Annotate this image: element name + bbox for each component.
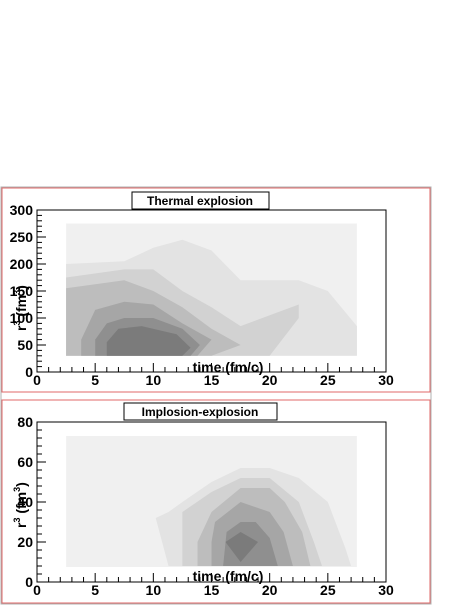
chart-title: Thermal explosion bbox=[147, 194, 253, 208]
contour-level-7 bbox=[225, 532, 258, 562]
contour-level-7 bbox=[106, 326, 191, 356]
y-tick-label: 0 bbox=[25, 364, 33, 380]
y-tick-label: 40 bbox=[17, 494, 33, 510]
figure-frame bbox=[0, 186, 432, 605]
y-tick-label: 80 bbox=[17, 414, 33, 430]
x-axis-title: time (fm/c) bbox=[193, 359, 264, 375]
svg-text:r3 (fm3): r3 (fm3) bbox=[12, 285, 29, 331]
x-tick-label: 25 bbox=[320, 582, 336, 598]
x-tick-label: 5 bbox=[91, 582, 99, 598]
svg-text:r3 (fm3): r3 (fm3) bbox=[12, 482, 29, 528]
panel-implosion-explosion: 0 5 10 15 20 25 30 0 20 40 60 80 Implosion-explosio… bbox=[1, 399, 431, 604]
x-tick-label: 30 bbox=[378, 582, 394, 598]
x-tick-label: 15 bbox=[204, 372, 220, 388]
y-tick-label: 200 bbox=[10, 256, 34, 272]
x-tick-label: 20 bbox=[262, 582, 278, 598]
y-axis-title: r3 (fm3) bbox=[12, 285, 29, 331]
y-tick-label: 0 bbox=[25, 574, 33, 590]
axis-ticks: 0 5 10 15 20 25 30 0 20 40 60 80 bbox=[17, 414, 394, 598]
x-tick-label: 10 bbox=[146, 372, 162, 388]
contour-fills bbox=[66, 436, 357, 567]
y-tick-label: 20 bbox=[17, 534, 33, 550]
x-tick-label: 25 bbox=[320, 372, 336, 388]
y-tick-label: 100 bbox=[10, 310, 34, 326]
y-axis-title: r3 (fm3) bbox=[12, 482, 29, 528]
contour-fills bbox=[66, 223, 357, 356]
chart-title: Implosion-explosion bbox=[142, 405, 259, 419]
x-tick-label: 0 bbox=[33, 582, 41, 598]
x-axis-title: time (fm/c) bbox=[193, 568, 264, 584]
y-tick-label: 250 bbox=[10, 229, 34, 245]
y-tick-label: 60 bbox=[17, 454, 33, 470]
x-tick-label: 5 bbox=[91, 372, 99, 388]
x-tick-label: 10 bbox=[146, 582, 162, 598]
x-tick-label: 0 bbox=[33, 372, 41, 388]
x-tick-label: 20 bbox=[262, 372, 278, 388]
y-tick-label: 50 bbox=[17, 337, 33, 353]
title-box bbox=[131, 191, 270, 210]
y-tick-label: 150 bbox=[10, 283, 34, 299]
title-box bbox=[123, 402, 278, 421]
x-tick-label: 15 bbox=[204, 582, 220, 598]
x-tick-label: 30 bbox=[378, 372, 394, 388]
y-tick-label: 300 bbox=[10, 202, 34, 218]
